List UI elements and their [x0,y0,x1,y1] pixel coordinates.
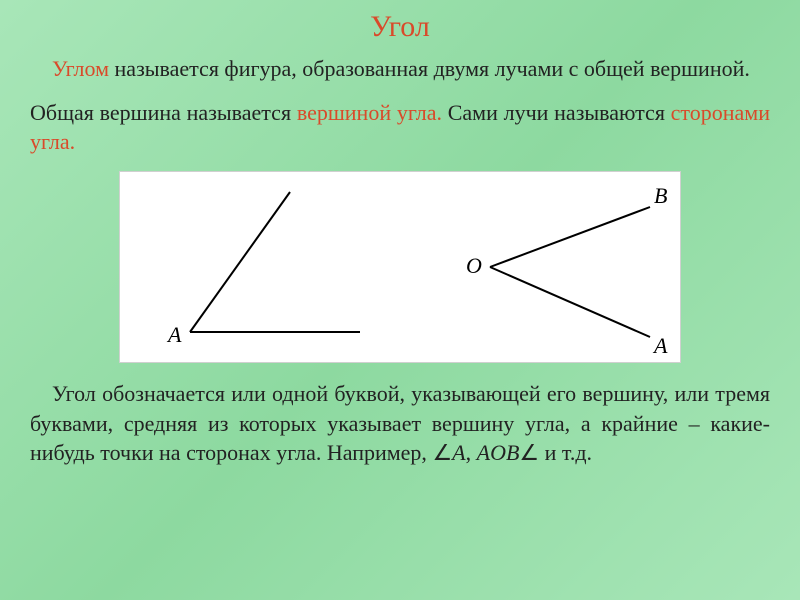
vertex-text-1: Общая вершина называется [30,100,297,125]
definition-paragraph: Углом называется фигура, образованная дв… [30,54,770,84]
angle-figure: A O B A [119,171,681,363]
slide: Угол Углом называется фигура, образованн… [0,0,800,600]
left-ray-1 [190,192,290,332]
angle-symbol-1: ∠ [432,440,452,465]
notation-text: Угол обозначается или одной буквой, указ… [30,381,770,465]
example-2: AOB [477,440,520,465]
term-angle: Углом [52,56,109,81]
example-sep: , [466,440,477,465]
right-ray1-label: B [654,183,667,208]
right-vertex-label: O [466,253,482,278]
right-ray-2 [490,267,650,337]
notation-tail: и т.д. [539,440,592,465]
term-vertex: вершиной угла. [297,100,442,125]
right-ray2-label: A [652,333,668,358]
definition-text: называется фигура, образованная двумя лу… [109,56,750,81]
notation-paragraph: Угол обозначается или одной буквой, указ… [30,379,770,468]
angle-svg: A O B A [120,172,680,362]
vertex-paragraph: Общая вершина называется вершиной угла. … [30,98,770,157]
example-1: A [452,440,465,465]
left-vertex-label: A [166,322,182,347]
right-ray-1 [490,207,650,267]
slide-title: Угол [30,10,770,44]
angle-symbol-2: ∠ [519,440,539,465]
vertex-text-2: Сами лучи называются [442,100,671,125]
